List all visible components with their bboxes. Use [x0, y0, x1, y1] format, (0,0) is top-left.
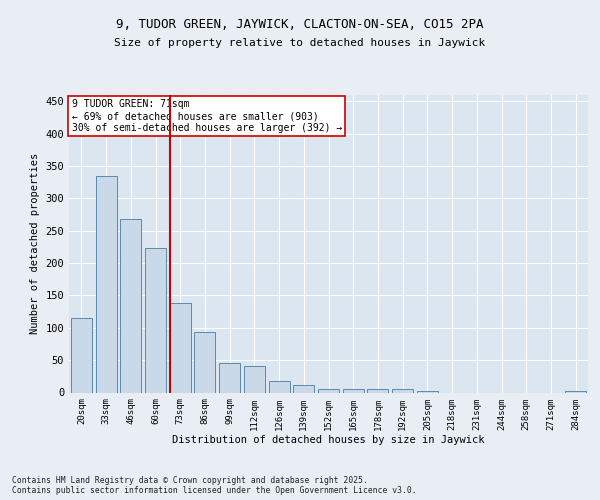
Y-axis label: Number of detached properties: Number of detached properties: [30, 153, 40, 334]
Bar: [565, 390, 586, 392]
Bar: [170, 303, 191, 392]
Bar: [293, 386, 314, 392]
Text: 9 TUDOR GREEN: 71sqm
← 69% of detached houses are smaller (903)
30% of semi-deta: 9 TUDOR GREEN: 71sqm ← 69% of detached h…: [71, 100, 342, 132]
Bar: [392, 388, 413, 392]
Bar: [194, 332, 215, 392]
Bar: [343, 390, 364, 392]
Bar: [318, 388, 339, 392]
Bar: [120, 219, 141, 392]
Bar: [219, 363, 240, 392]
Bar: [367, 390, 388, 392]
Bar: [417, 390, 438, 392]
Bar: [95, 176, 116, 392]
Text: Contains HM Land Registry data © Crown copyright and database right 2025.
Contai: Contains HM Land Registry data © Crown c…: [12, 476, 416, 495]
Bar: [145, 248, 166, 392]
Bar: [244, 366, 265, 392]
X-axis label: Distribution of detached houses by size in Jaywick: Distribution of detached houses by size …: [172, 435, 485, 445]
Text: 9, TUDOR GREEN, JAYWICK, CLACTON-ON-SEA, CO15 2PA: 9, TUDOR GREEN, JAYWICK, CLACTON-ON-SEA,…: [116, 18, 484, 30]
Bar: [71, 318, 92, 392]
Text: Size of property relative to detached houses in Jaywick: Size of property relative to detached ho…: [115, 38, 485, 48]
Bar: [269, 381, 290, 392]
